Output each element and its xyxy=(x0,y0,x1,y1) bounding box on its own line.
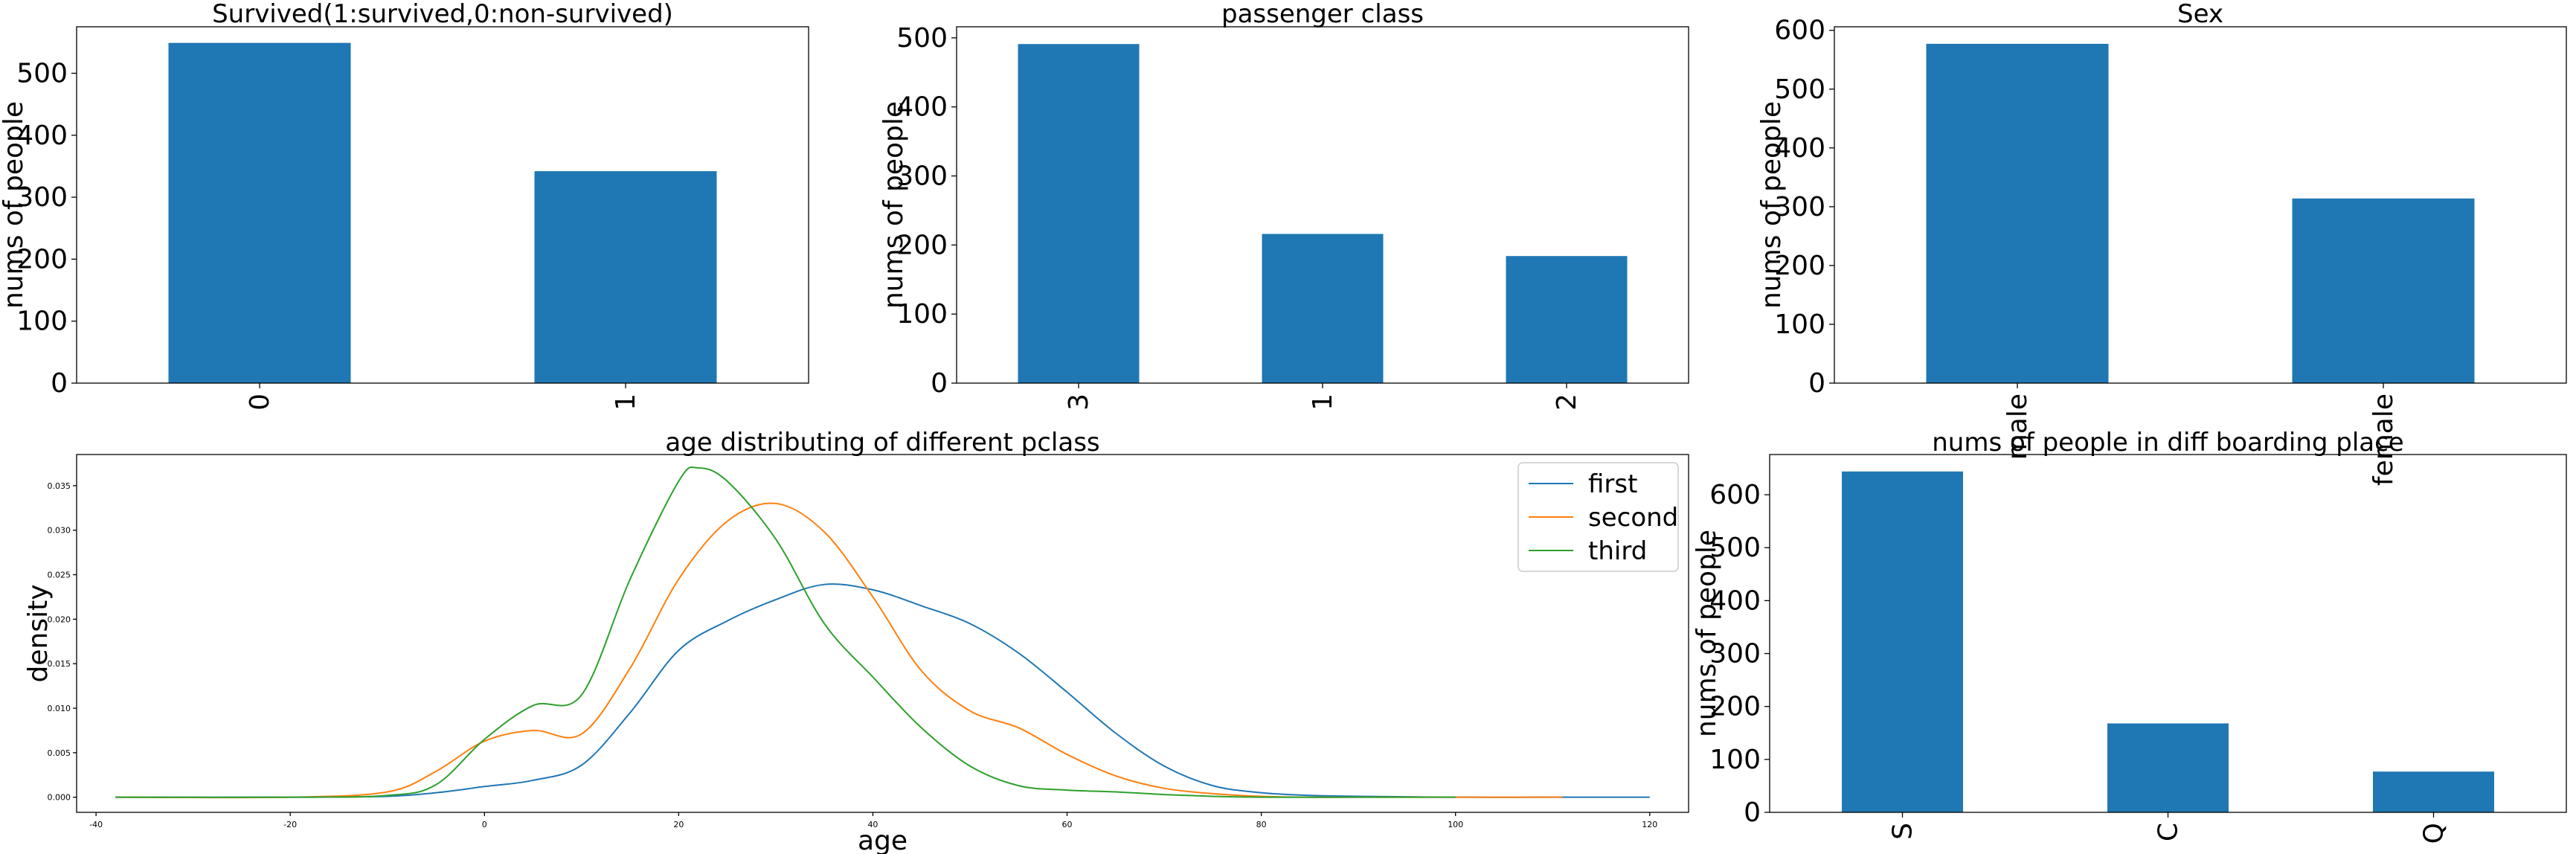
x-tick-label: male xyxy=(2002,394,2033,460)
y-tick-label: 500 xyxy=(16,58,68,89)
x-axis-label: age xyxy=(858,826,908,854)
y-tick-label: 600 xyxy=(1709,480,1761,510)
y-tick-label: 0 xyxy=(51,368,68,399)
y-tick-label: 400 xyxy=(1709,585,1761,616)
x-tick-label: 2 xyxy=(1552,394,1582,411)
bar-S xyxy=(1842,471,1963,812)
chart-0: 0 1 0 100 200 300 400 500 Survived(1:survived,0:… xyxy=(0,0,809,411)
plot-frame xyxy=(956,26,1689,384)
x-tick-label: 1 xyxy=(611,394,641,411)
legend-frame xyxy=(1517,462,1679,572)
x-tick-label: 40 xyxy=(867,820,878,829)
series-line-second xyxy=(115,502,1563,799)
chart-4: S C Q 0 100 200 300 400 500 600 nums of people in … xyxy=(1692,428,2567,844)
y-tick-label: 200 xyxy=(896,230,948,260)
x-tick-label: female xyxy=(2368,394,2399,486)
y-tick-label: 600 xyxy=(1774,16,1825,46)
bar-1 xyxy=(534,171,717,384)
y-tick-label: 300 xyxy=(1774,192,1825,222)
y-tick-label: 0.000 xyxy=(48,793,71,803)
chart-title: nums of people in diff boarding place xyxy=(1932,428,2403,458)
x-tick-label: 100 xyxy=(1448,820,1463,829)
y-tick-label: 500 xyxy=(1709,533,1761,563)
x-tick-label: 0 xyxy=(482,820,487,829)
legend-label: second xyxy=(1588,503,1678,533)
y-tick-label: 100 xyxy=(1709,745,1761,775)
chart-3: -40 -20 0 20 40 60 80 100 120 0.000 0.005 0.010 0.01… xyxy=(23,428,1689,854)
bar-female xyxy=(2292,198,2475,383)
y-tick-label: 400 xyxy=(16,121,68,151)
chart-title: passenger class xyxy=(1221,0,1424,29)
y-axis-label: density xyxy=(23,585,54,683)
plot-frame xyxy=(1834,26,2567,384)
y-tick-label: 0 xyxy=(1808,368,1825,399)
x-tick-label: 3 xyxy=(1064,394,1094,411)
x-tick-label: 20 xyxy=(673,820,684,829)
legend-label: third xyxy=(1588,536,1647,566)
y-tick-label: 100 xyxy=(1774,309,1825,340)
y-tick-label: 0.025 xyxy=(48,571,71,580)
x-tick-label: C xyxy=(2153,823,2184,841)
bar-0 xyxy=(168,42,351,384)
y-axis-label: nums of people xyxy=(879,101,909,309)
y-tick-label: 0.005 xyxy=(48,748,71,758)
x-tick-label: -40 xyxy=(89,820,103,829)
y-tick-label: 300 xyxy=(896,161,948,192)
bar-3 xyxy=(1018,44,1140,383)
y-tick-label: 400 xyxy=(1774,133,1825,164)
x-tick-label: -20 xyxy=(283,820,297,829)
series-line-third xyxy=(115,466,1456,798)
x-tick-label: 60 xyxy=(1062,820,1073,829)
legend-label: first xyxy=(1588,469,1637,499)
chart-title: Survived(1:survived,0:non-survived) xyxy=(212,0,673,29)
plot-frame xyxy=(76,26,809,384)
y-tick-label: 200 xyxy=(16,244,68,274)
y-tick-label: 0.015 xyxy=(48,659,71,669)
x-tick-label: 80 xyxy=(1256,820,1267,829)
bar-1 xyxy=(1262,234,1384,383)
x-tick-label: 0 xyxy=(245,394,275,411)
y-tick-label: 400 xyxy=(896,92,948,123)
y-axis-label: nums of people xyxy=(1692,530,1722,737)
y-tick-label: 500 xyxy=(1774,74,1825,105)
y-tick-label: 0.020 xyxy=(48,614,71,624)
y-tick-label: 100 xyxy=(16,306,68,337)
y-tick-label: 0.030 xyxy=(48,526,71,536)
bar-C xyxy=(2107,723,2229,812)
y-tick-label: 500 xyxy=(896,23,948,54)
plot-frame xyxy=(76,454,1689,813)
y-tick-label: 0.010 xyxy=(48,704,71,713)
y-tick-label: 0 xyxy=(1744,797,1761,828)
bar-2 xyxy=(1506,256,1628,383)
bar-Q xyxy=(2373,771,2494,812)
plot-frame xyxy=(1769,454,2567,813)
x-tick-label: Q xyxy=(2419,823,2450,844)
x-tick-label: 120 xyxy=(1642,820,1657,829)
chart-title: Sex xyxy=(2177,0,2223,29)
chart-2: male female 0 100 200 300 400 500 600 Sex nums of … xyxy=(1756,0,2567,486)
x-tick-label: 1 xyxy=(1308,394,1338,411)
bar-male xyxy=(1926,43,2109,383)
chart-title: age distributing of different pclass xyxy=(665,428,1099,458)
y-axis-label: nums of people xyxy=(1756,101,1787,309)
y-tick-label: 200 xyxy=(1774,251,1825,281)
chart-1: 3 1 2 0 100 200 300 400 500 passenger class nums o… xyxy=(879,0,1689,411)
series-line-first xyxy=(115,583,1650,798)
y-tick-label: 200 xyxy=(1709,692,1761,722)
y-axis-label: nums of people xyxy=(0,101,29,309)
y-tick-label: 0.035 xyxy=(48,481,71,491)
y-tick-label: 0 xyxy=(931,368,948,399)
y-tick-label: 100 xyxy=(896,299,948,330)
x-tick-label: S xyxy=(1888,823,1918,840)
y-tick-label: 300 xyxy=(1709,639,1761,670)
y-tick-label: 300 xyxy=(16,182,68,213)
